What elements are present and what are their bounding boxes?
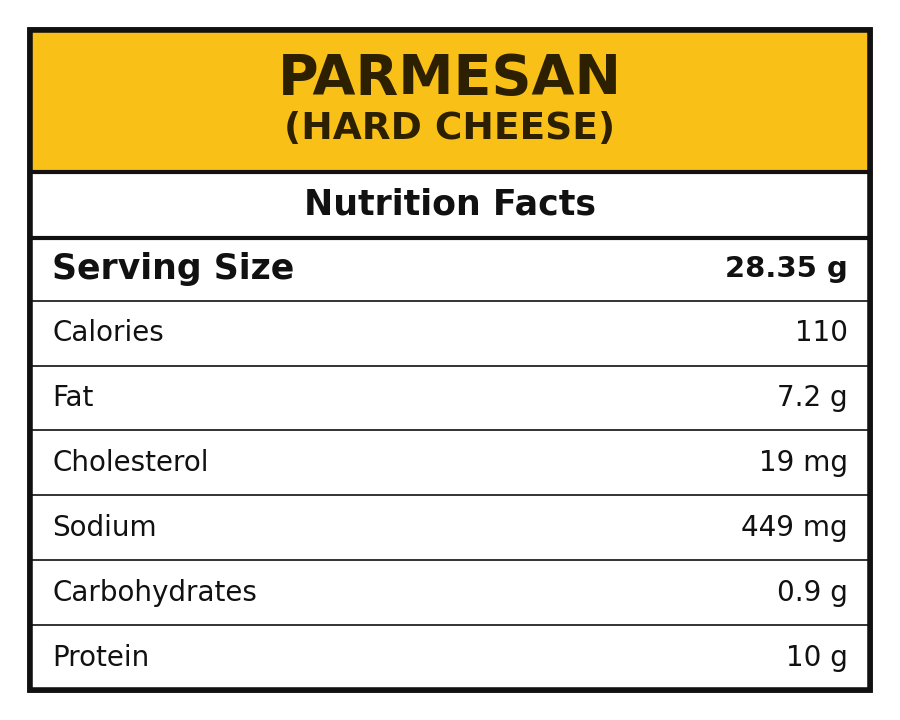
Bar (30, 625, 870, 690)
Bar (30, 560, 870, 625)
Text: Cholesterol: Cholesterol (52, 449, 209, 477)
Text: 110: 110 (795, 319, 848, 347)
Bar (30, 431, 870, 495)
Text: Fat: Fat (52, 384, 94, 412)
Text: Sodium: Sodium (52, 514, 157, 541)
Text: 10 g: 10 g (786, 644, 848, 672)
Text: (HARD CHEESE): (HARD CHEESE) (284, 111, 616, 147)
Text: Serving Size: Serving Size (52, 252, 294, 287)
Text: Carbohydrates: Carbohydrates (52, 579, 256, 607)
Text: Protein: Protein (52, 644, 149, 672)
Bar (30, 238, 870, 301)
Bar (30, 495, 870, 560)
Text: 449 mg: 449 mg (742, 514, 848, 541)
Bar (30, 366, 870, 431)
Text: PARMESAN: PARMESAN (278, 52, 622, 106)
Text: Nutrition Facts: Nutrition Facts (304, 188, 596, 222)
Text: 28.35 g: 28.35 g (725, 256, 848, 283)
Text: 0.9 g: 0.9 g (777, 579, 848, 607)
Text: 19 mg: 19 mg (759, 449, 848, 477)
Text: 7.2 g: 7.2 g (778, 384, 848, 412)
Bar (30, 301, 870, 366)
Bar (30, 30, 870, 172)
Bar (30, 172, 870, 238)
Text: Calories: Calories (52, 319, 164, 347)
